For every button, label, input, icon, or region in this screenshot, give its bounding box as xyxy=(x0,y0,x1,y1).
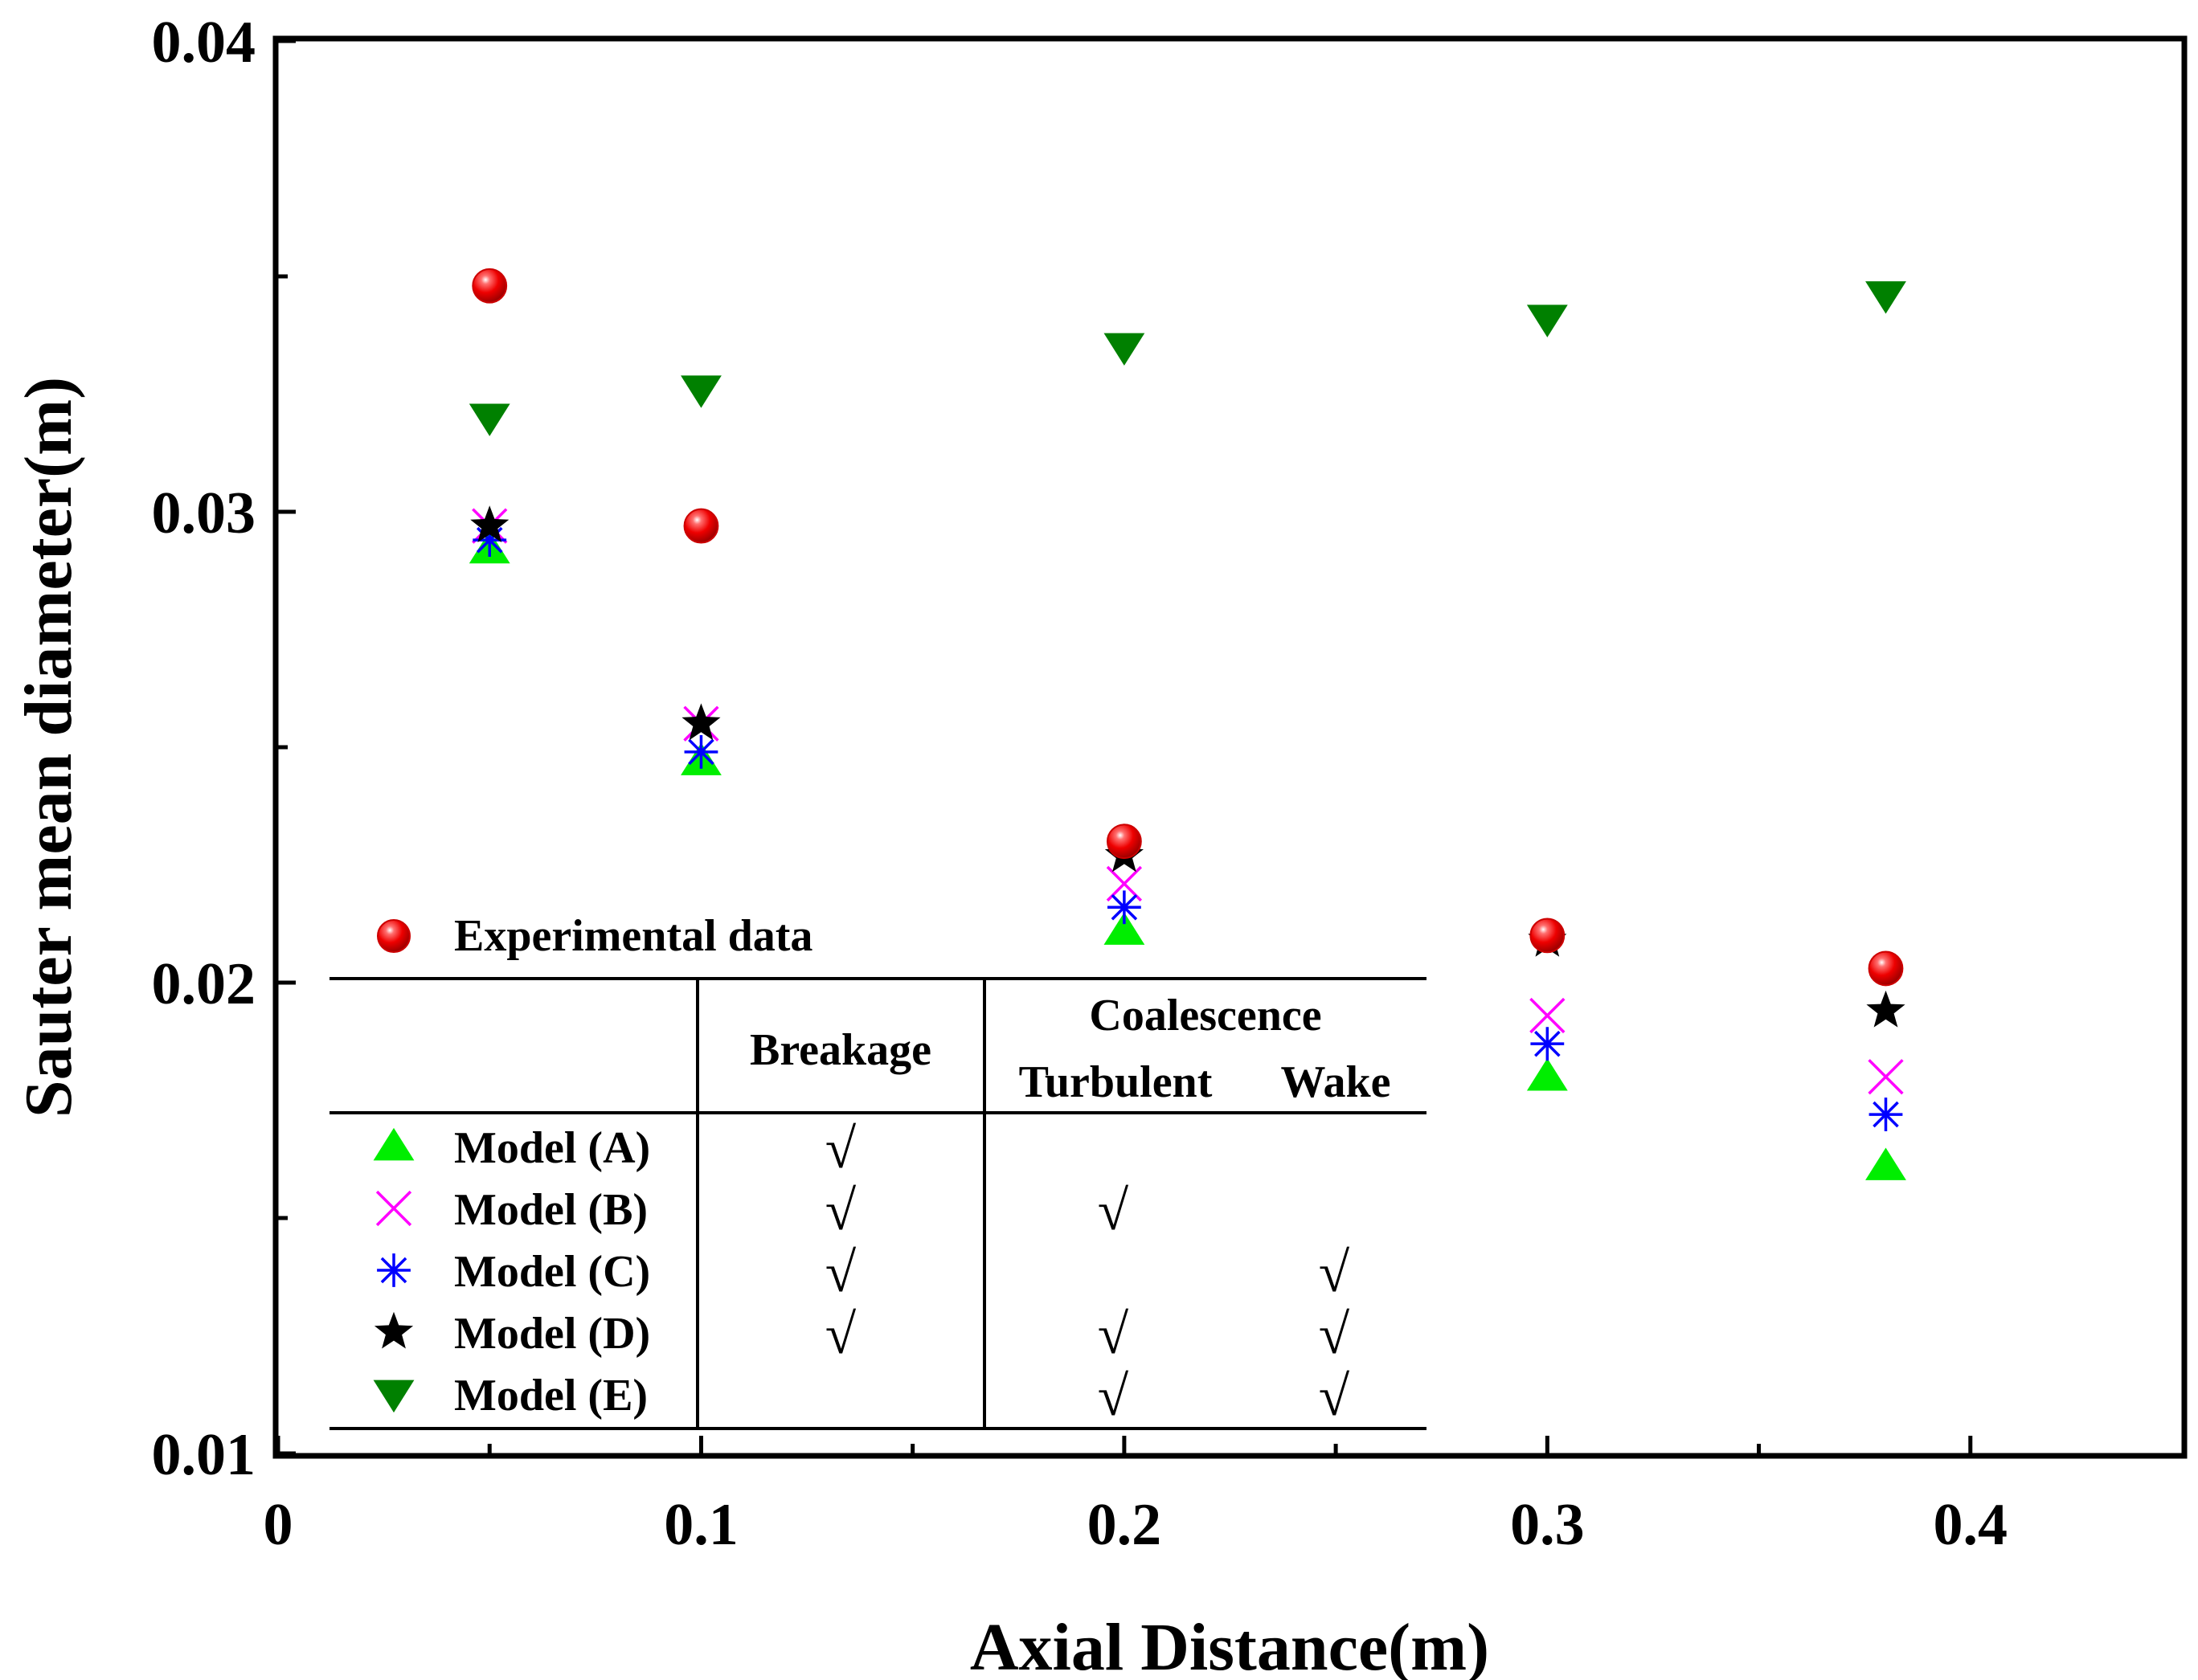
y-tick-label: 0.01 xyxy=(152,1422,256,1488)
legend-marker-star xyxy=(374,1311,414,1349)
plot-points xyxy=(469,268,1906,1180)
legend-row-label: Model (C) xyxy=(454,1247,650,1297)
legend-check-turbulent: √ xyxy=(1098,1180,1129,1242)
legend-check-wake: √ xyxy=(1319,1304,1350,1366)
legend-header-coalescence: Coalescence xyxy=(1089,991,1321,1040)
legend-check-turbulent: √ xyxy=(1098,1304,1129,1366)
legend-check-breakage: √ xyxy=(825,1304,857,1366)
legend-row-label: Model (E) xyxy=(454,1371,648,1420)
x-tick-label: 0.1 xyxy=(664,1492,739,1558)
data-point-triangle-down xyxy=(1865,281,1906,314)
x-tick-label: 0.4 xyxy=(1934,1492,2008,1558)
legend-check-breakage: √ xyxy=(825,1242,857,1304)
data-point-triangle-down xyxy=(1526,305,1568,337)
data-point-circle xyxy=(1106,824,1142,860)
legend-row-label: Model (B) xyxy=(454,1185,648,1235)
legend-check-wake: √ xyxy=(1319,1366,1350,1428)
data-point-asterisk xyxy=(1530,1027,1565,1061)
data-point-triangle-down xyxy=(1103,333,1145,366)
data-point-x xyxy=(1529,997,1566,1034)
legend-marker-experimental xyxy=(377,919,411,953)
legend-row-label: Model (A) xyxy=(454,1123,650,1173)
x-axis-title: Axial Distance(m) xyxy=(970,1610,1489,1680)
legend-check-turbulent: √ xyxy=(1098,1366,1129,1428)
legend-check-breakage: √ xyxy=(825,1180,857,1242)
data-point-star xyxy=(682,703,721,741)
data-point-circle xyxy=(1868,950,1904,987)
data-point-circle xyxy=(472,268,508,304)
data-point-circle xyxy=(683,508,719,544)
data-point-triangle-up xyxy=(1526,1058,1568,1091)
data-point-asterisk xyxy=(684,734,718,769)
y-tick-label: 0.03 xyxy=(152,480,256,546)
data-point-x xyxy=(1868,1059,1904,1095)
data-point-triangle-down xyxy=(469,403,510,436)
legend-check-wake: √ xyxy=(1319,1242,1350,1304)
legend-marker-x xyxy=(375,1190,412,1227)
legend-row-label: Model (D) xyxy=(454,1309,650,1359)
legend: Experimental data Breakage Coalescence T… xyxy=(329,911,1426,1430)
plot-frame xyxy=(272,35,2188,1459)
data-point-asterisk xyxy=(1107,890,1141,925)
data-point-star xyxy=(470,505,510,542)
data-point-triangle-up xyxy=(1103,912,1145,945)
data-point-asterisk xyxy=(473,523,507,558)
x-tick-label: 0.3 xyxy=(1510,1492,1585,1558)
legend-rows: Model (A) √Model (B) √ √Model (C) √ √Model (D… xyxy=(373,1118,1350,1428)
data-point-asterisk xyxy=(1869,1098,1903,1131)
legend-check-breakage: √ xyxy=(825,1118,857,1180)
x-tick-label: 0.2 xyxy=(1087,1492,1162,1558)
legend-header-breakage: Breakage xyxy=(750,1025,931,1075)
x-tick-label: 0 xyxy=(264,1492,293,1558)
axis-ticks: 0 0.1 0.2 0.3 0.4 0.01 0.02 0.03 0.04 xyxy=(152,10,2008,1558)
legend-marker-triangle-up xyxy=(373,1127,415,1161)
y-tick-label: 0.04 xyxy=(152,10,256,76)
legend-marker-triangle-down xyxy=(373,1380,415,1413)
legend-header-wake: Wake xyxy=(1281,1057,1391,1107)
data-point-triangle-down xyxy=(681,375,722,408)
data-point-triangle-up xyxy=(1865,1147,1906,1180)
data-point-star xyxy=(1866,990,1905,1028)
legend-header-turbulent: Turbulent xyxy=(1019,1057,1213,1107)
data-point-circle xyxy=(1529,918,1566,954)
y-tick-label: 0.02 xyxy=(152,951,256,1017)
legend-marker-asterisk xyxy=(377,1253,411,1287)
legend-label-experimental: Experimental data xyxy=(454,911,812,961)
y-axis-title: Sauter mean diameter(m) xyxy=(11,377,86,1118)
